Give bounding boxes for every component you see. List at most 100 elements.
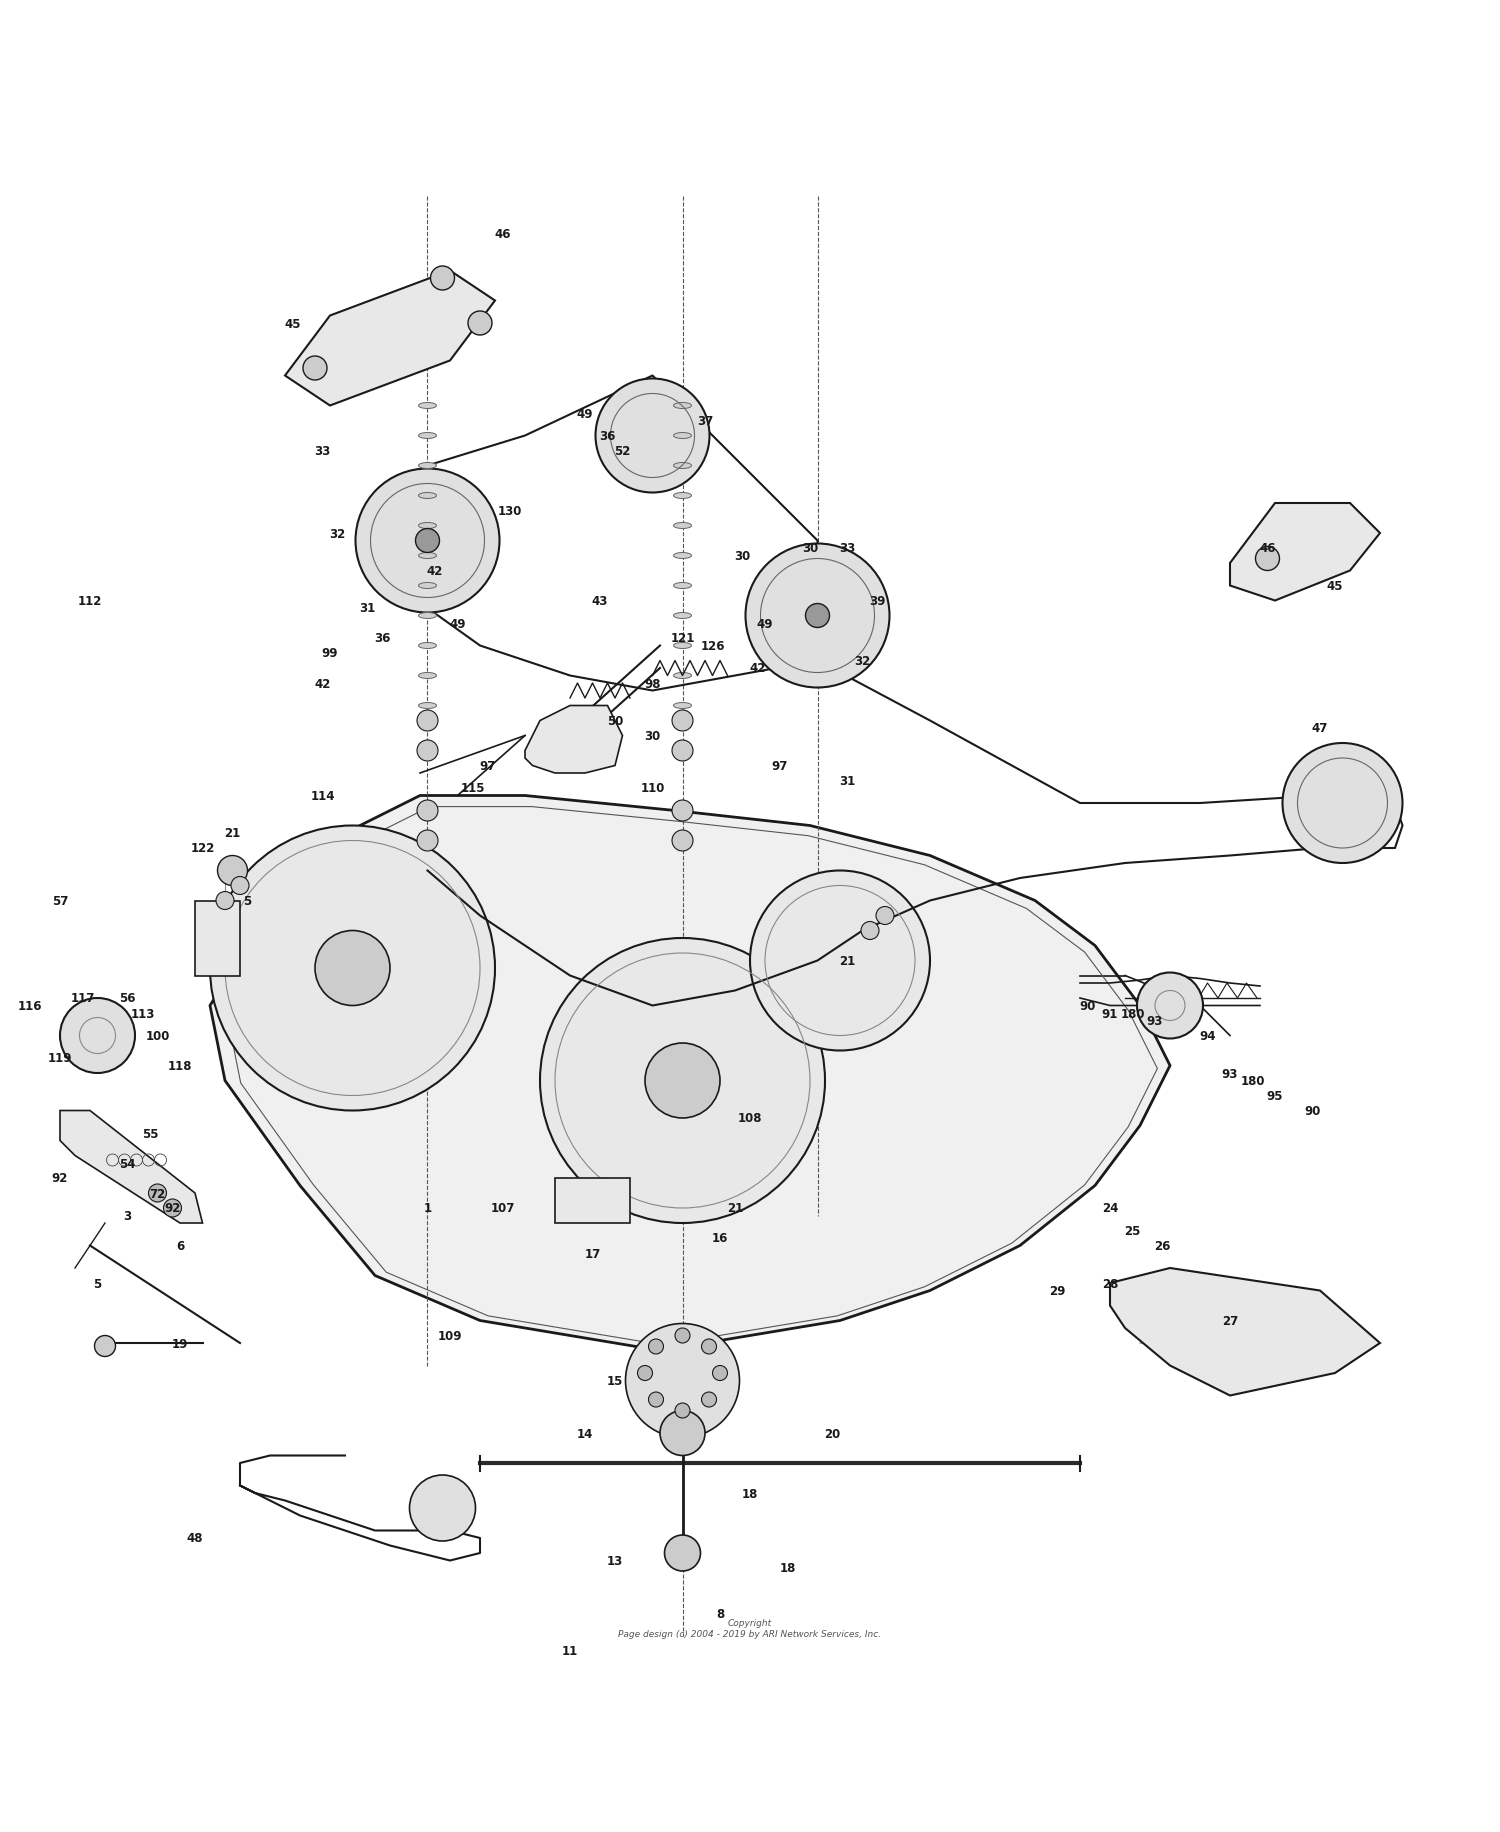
Ellipse shape (419, 432, 436, 440)
Text: 180: 180 (1240, 1074, 1264, 1088)
Circle shape (672, 830, 693, 852)
Text: 114: 114 (310, 790, 334, 802)
Text: 30: 30 (645, 729, 660, 742)
Text: 91: 91 (1102, 1008, 1118, 1020)
Circle shape (645, 1044, 720, 1118)
Text: 92: 92 (53, 1172, 68, 1185)
Text: 130: 130 (498, 506, 522, 518)
Circle shape (417, 830, 438, 852)
Circle shape (638, 1365, 652, 1381)
Text: 30: 30 (735, 550, 750, 562)
Text: 57: 57 (53, 894, 68, 907)
Text: 52: 52 (615, 445, 630, 458)
Text: 97: 97 (772, 760, 788, 773)
Text: 30: 30 (802, 542, 818, 555)
Circle shape (231, 878, 249, 896)
Circle shape (164, 1200, 182, 1216)
FancyBboxPatch shape (195, 901, 240, 976)
Text: 113: 113 (130, 1008, 154, 1020)
Text: 47: 47 (1312, 722, 1328, 735)
Circle shape (648, 1392, 663, 1407)
Text: 28: 28 (1102, 1277, 1118, 1290)
Text: 5: 5 (243, 894, 252, 907)
Circle shape (596, 379, 709, 493)
Ellipse shape (674, 553, 692, 559)
Circle shape (94, 1336, 116, 1358)
Text: Copyright
Page design (c) 2004 - 2019 by ARI Network Services, Inc.: Copyright Page design (c) 2004 - 2019 by… (618, 1618, 882, 1638)
Text: 54: 54 (120, 1156, 135, 1171)
Circle shape (664, 1535, 700, 1572)
Text: 1: 1 (423, 1202, 432, 1215)
Text: 46: 46 (1260, 542, 1275, 555)
Text: 16: 16 (712, 1231, 728, 1244)
Text: 97: 97 (480, 760, 495, 773)
Text: 45: 45 (1326, 579, 1344, 594)
Text: 117: 117 (70, 991, 94, 1006)
Circle shape (1256, 548, 1280, 572)
Text: 48: 48 (186, 1532, 204, 1544)
Circle shape (672, 740, 693, 762)
Ellipse shape (419, 672, 436, 680)
Text: 94: 94 (1200, 1030, 1215, 1042)
Text: 90: 90 (1305, 1105, 1320, 1118)
Text: 115: 115 (460, 782, 484, 795)
Circle shape (712, 1365, 728, 1381)
Text: 118: 118 (168, 1059, 192, 1072)
Circle shape (60, 998, 135, 1074)
Circle shape (675, 1328, 690, 1343)
Text: 49: 49 (576, 407, 592, 420)
Text: 56: 56 (120, 991, 135, 1006)
Text: 33: 33 (315, 445, 330, 458)
Text: 92: 92 (165, 1202, 180, 1215)
Ellipse shape (419, 463, 436, 469)
Circle shape (672, 801, 693, 821)
Text: 110: 110 (640, 782, 664, 795)
Text: 72: 72 (150, 1187, 165, 1200)
Circle shape (417, 801, 438, 821)
Text: 180: 180 (1120, 1008, 1144, 1020)
Polygon shape (60, 1110, 202, 1224)
Circle shape (645, 1365, 720, 1440)
Text: 33: 33 (840, 542, 855, 555)
Text: 8: 8 (716, 1607, 724, 1619)
Circle shape (430, 267, 454, 291)
Circle shape (303, 357, 327, 381)
Circle shape (148, 1183, 166, 1202)
Text: 13: 13 (608, 1554, 622, 1566)
Text: 122: 122 (190, 843, 214, 856)
Text: 15: 15 (608, 1374, 622, 1387)
Circle shape (876, 907, 894, 925)
Ellipse shape (419, 643, 436, 649)
Text: 31: 31 (360, 603, 375, 616)
Text: 32: 32 (855, 654, 870, 667)
Circle shape (672, 711, 693, 731)
Ellipse shape (419, 553, 436, 559)
Text: 18: 18 (742, 1488, 758, 1500)
Circle shape (468, 311, 492, 335)
Circle shape (626, 1325, 740, 1438)
Circle shape (750, 870, 930, 1052)
Text: 90: 90 (1080, 1000, 1095, 1013)
Polygon shape (285, 271, 495, 407)
Text: 95: 95 (1266, 1090, 1282, 1103)
Text: 21: 21 (225, 826, 240, 841)
Text: 55: 55 (141, 1127, 159, 1140)
Text: 21: 21 (728, 1202, 742, 1215)
Text: 107: 107 (490, 1202, 514, 1215)
Text: 50: 50 (608, 714, 622, 727)
Ellipse shape (674, 583, 692, 590)
Text: 14: 14 (578, 1427, 592, 1440)
Text: 121: 121 (670, 632, 694, 645)
Polygon shape (1110, 1268, 1380, 1396)
Circle shape (806, 605, 830, 628)
Text: 99: 99 (321, 647, 339, 660)
Text: 36: 36 (600, 431, 615, 443)
Ellipse shape (419, 583, 436, 590)
Text: 26: 26 (1155, 1238, 1170, 1253)
Text: 42: 42 (315, 678, 330, 691)
Circle shape (675, 1403, 690, 1418)
Text: 116: 116 (18, 1000, 42, 1013)
Text: 42: 42 (750, 661, 765, 676)
Circle shape (746, 544, 890, 689)
Text: 46: 46 (495, 227, 510, 240)
